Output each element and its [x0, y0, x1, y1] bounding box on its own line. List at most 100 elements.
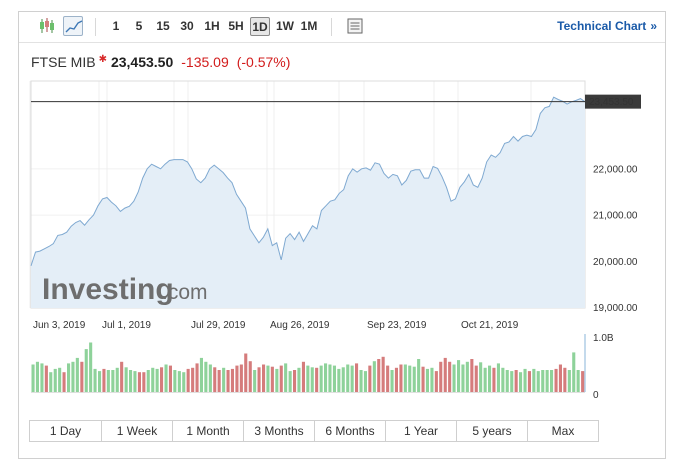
volume-bar: [368, 365, 372, 392]
toolbar-divider: [331, 18, 332, 36]
volume-bar: [328, 364, 332, 392]
chevron-right-icon: »: [650, 19, 657, 33]
volume-bar: [324, 363, 328, 392]
period-15m-button[interactable]: 15: [156, 19, 170, 33]
volume-bar: [53, 368, 57, 392]
period-30m-button[interactable]: 30: [180, 19, 194, 33]
volume-bar: [390, 370, 394, 392]
x-tick-label: Jun 3, 2019: [33, 320, 86, 331]
volume-bar: [461, 364, 465, 392]
volume-bar: [239, 364, 243, 392]
volume-bar: [563, 367, 567, 392]
volume-bar: [532, 368, 536, 392]
volume-bar: [399, 364, 403, 392]
asterisk-icon: ✱: [98, 54, 107, 65]
volume-bar: [430, 367, 434, 392]
volume-bar: [89, 342, 93, 392]
volume-bar: [452, 364, 456, 392]
watermark-brand: Investing: [42, 273, 174, 306]
volume-bar: [75, 357, 79, 392]
price-chart[interactable]: 23,453.50 Investing .com 22,000.00 21,000…: [19, 12, 665, 412]
chart-settings-icon[interactable]: [345, 16, 365, 36]
range-1-week-button[interactable]: 1 Week: [102, 421, 173, 441]
volume-bar: [439, 361, 443, 393]
volume-bar: [359, 370, 363, 392]
period-1d-button[interactable]: 1D: [250, 17, 270, 36]
volume-bar: [434, 371, 438, 392]
volume-bar: [31, 364, 35, 392]
volume-bar: [124, 367, 128, 393]
x-tick-label: Jul 29, 2019: [191, 320, 246, 331]
volume-bar: [510, 371, 514, 392]
volume-bar: [372, 361, 376, 392]
range-5-years-button[interactable]: 5 years: [457, 421, 528, 441]
volume-bar: [40, 363, 44, 392]
period-1h-button[interactable]: 1H: [204, 19, 220, 33]
volume-bar: [35, 361, 39, 393]
range-3-months-button[interactable]: 3 Months: [244, 421, 315, 441]
volume-bar: [182, 372, 186, 392]
volume-bar: [381, 356, 385, 392]
period-5h-button[interactable]: 5H: [228, 19, 244, 33]
volume-bar: [270, 366, 274, 392]
volume-bar: [151, 367, 155, 392]
y-tick-label: 22,000.00: [593, 164, 638, 175]
range-1-month-button[interactable]: 1 Month: [173, 421, 244, 441]
period-5m-button[interactable]: 5: [135, 19, 143, 33]
volume-bar: [319, 365, 323, 392]
range-1-year-button[interactable]: 1 Year: [386, 421, 457, 441]
candlestick-chart-icon[interactable]: [37, 16, 57, 36]
volume-bar: [106, 370, 110, 392]
volume-bar: [102, 368, 106, 392]
period-1mo-button[interactable]: 1M: [300, 19, 318, 33]
price-area: [31, 97, 585, 308]
volume-bar: [164, 364, 168, 392]
volume-bar: [275, 368, 279, 392]
volume-bar: [550, 370, 554, 392]
volume-bar: [288, 371, 292, 392]
volume-bar: [488, 365, 492, 392]
volume-bar: [115, 367, 119, 392]
last-price-tag-label: 23,453.50: [589, 97, 634, 108]
volume-bar: [71, 361, 75, 393]
volume-bar: [93, 368, 97, 392]
y-tick-label: 19,000.00: [593, 303, 638, 314]
volume-bar: [536, 371, 540, 392]
volume-bar: [146, 370, 150, 392]
volume-bar: [412, 366, 416, 392]
volume-bar: [572, 352, 576, 392]
volume-bar: [142, 372, 146, 392]
volume-bar: [514, 370, 518, 392]
instrument-name: FTSE MIB: [31, 54, 96, 70]
volume-bar: [208, 364, 212, 392]
volume-bar: [301, 361, 305, 393]
price-line: [30, 96, 586, 267]
volume-bar: [403, 364, 407, 392]
volume-bar: [222, 367, 226, 392]
range-max-button[interactable]: Max: [551, 424, 575, 438]
volume-bar: [80, 361, 84, 393]
x-tick-label: Aug 26, 2019: [270, 320, 330, 331]
chart-toolbar: 1 5 15 30 1H 5H 1D 1W 1M Technical Chart…: [19, 12, 665, 42]
toolbar-divider: [95, 18, 96, 36]
volume-bar: [168, 365, 172, 392]
period-1w-button[interactable]: 1W: [276, 19, 294, 33]
volume-bar: [501, 367, 505, 392]
x-tick-label: Sep 23, 2019: [367, 320, 427, 331]
last-price-tag-bg: [585, 94, 641, 109]
volume-bar: [523, 368, 527, 392]
period-1m-button[interactable]: 1: [112, 19, 120, 33]
volume-bar: [120, 361, 124, 393]
volume-bar: [355, 363, 359, 392]
volume-bar: [443, 357, 447, 392]
area-chart-icon[interactable]: [63, 16, 83, 36]
y-tick-label: 20,000.00: [593, 257, 638, 268]
range-1-day-button[interactable]: 1 Day: [30, 421, 102, 441]
technical-chart-link[interactable]: Technical Chart»: [557, 19, 657, 33]
volume-bar: [567, 370, 571, 392]
range-6-months-button[interactable]: 6 Months: [315, 421, 386, 441]
x-tick-label: Oct 21, 2019: [461, 320, 519, 331]
technical-chart-label: Technical Chart: [557, 19, 647, 33]
volume-bar: [262, 364, 266, 392]
volume-bar: [155, 368, 159, 392]
